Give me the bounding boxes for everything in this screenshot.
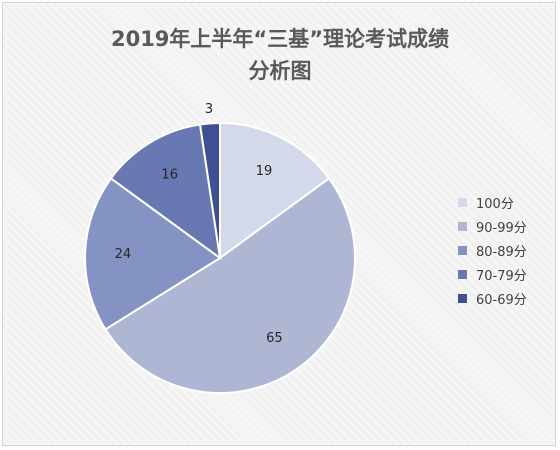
legend-swatch-1 [458, 221, 467, 231]
legend: 100分 90-99分 80-89分 70-79分 60-69分 [458, 190, 527, 310]
pie-slice-4 [198, 121, 221, 259]
legend-item-0: 100分 [458, 190, 527, 214]
legend-item-4: 60-69分 [458, 286, 527, 310]
legend-item-2: 80-89分 [458, 238, 527, 262]
legend-item-1: 90-99分 [458, 214, 527, 238]
data-label-4: 3 [205, 102, 213, 117]
data-label-3: 16 [161, 167, 178, 182]
legend-label-0: 100分 [476, 196, 514, 212]
legend-label-1: 90-99分 [476, 220, 527, 236]
pie-slice-3 [109, 123, 222, 261]
chart-title-line1: 2019年上半年“三基”理论考试成绩 [110, 27, 450, 51]
legend-label-3: 70-79分 [476, 268, 527, 284]
pie-slice-0 [219, 121, 331, 260]
data-labels: 19 65 24 16 3 [115, 102, 283, 346]
data-label-0: 19 [256, 164, 273, 179]
legend-label-2: 80-89分 [476, 244, 527, 260]
chart-title: 2019年上半年“三基”理论考试成绩 分析图 [3, 23, 557, 87]
pie-slice-2 [84, 176, 222, 331]
legend-swatch-3 [458, 269, 467, 279]
legend-swatch-4 [458, 293, 467, 303]
legend-label-4: 60-69分 [476, 292, 527, 308]
legend-swatch-0 [458, 197, 467, 207]
data-label-1: 65 [266, 331, 283, 346]
pie-slice-1 [104, 176, 357, 395]
legend-swatch-2 [458, 245, 467, 255]
data-label-2: 24 [115, 247, 132, 262]
pie-slices [84, 121, 357, 395]
legend-item-3: 70-79分 [458, 262, 527, 286]
chart-title-line2: 分析图 [248, 59, 312, 83]
